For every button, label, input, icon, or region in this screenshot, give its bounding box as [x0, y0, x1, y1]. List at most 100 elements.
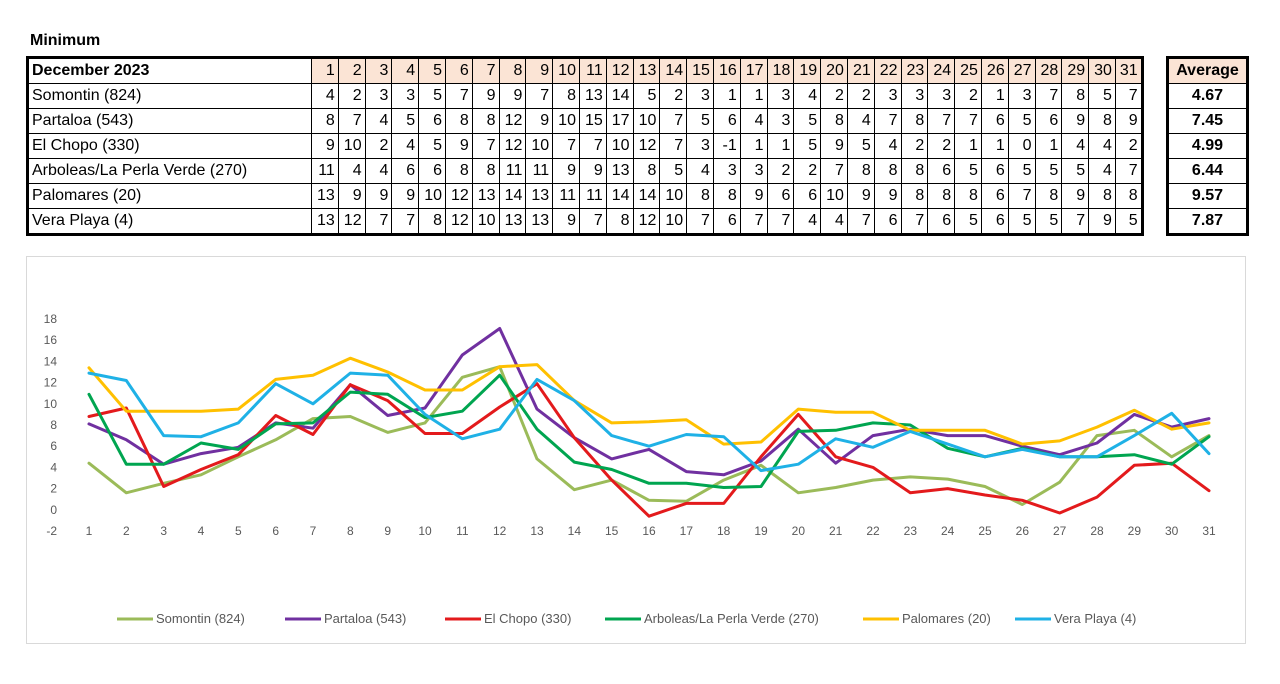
y-tick-label: 18 [44, 312, 58, 326]
value-cell: 3 [739, 158, 768, 184]
x-tick-label: 3 [160, 524, 167, 538]
day-header: 22 [873, 57, 902, 84]
x-tick-label: 18 [717, 524, 731, 538]
value-cell: 7 [766, 208, 795, 235]
x-tick-label: 6 [272, 524, 279, 538]
value-cell: 5 [954, 208, 982, 235]
value-cell: 10 [418, 183, 446, 209]
value-cell: 2 [927, 133, 956, 159]
value-cell: 9 [498, 83, 527, 109]
value-cell: 3 [364, 83, 393, 109]
x-tick-label: 19 [754, 524, 768, 538]
value-cell: 1 [980, 133, 1009, 159]
x-tick-label: 28 [1090, 524, 1104, 538]
legend-label: Palomares (20) [902, 611, 991, 626]
value-cell: 5 [954, 158, 982, 184]
value-cell: 4 [364, 158, 393, 184]
day-header: 19 [793, 57, 822, 84]
series-line-4 [87, 356, 1211, 446]
day-header: 7 [471, 57, 500, 84]
value-cell: 8 [820, 108, 848, 134]
x-tick-label: 21 [829, 524, 843, 538]
value-cell: 7 [927, 108, 956, 134]
x-tick-label: 2 [123, 524, 130, 538]
y-tick-label: 0 [50, 503, 57, 517]
value-cell: 4 [686, 158, 714, 184]
x-tick-label: 5 [235, 524, 242, 538]
legend-label: Arboleas/La Perla Verde (270) [644, 611, 819, 626]
value-cell: 7 [1034, 83, 1063, 109]
day-header: 14 [659, 57, 688, 84]
value-cell: 13 [311, 208, 339, 235]
value-cell: 9 [873, 183, 902, 209]
x-axis: 1 2 3 4 5 6 7 8 9 10 11 12 13 14 15 16 17 18 19 20 21 22 23 24 2… [86, 524, 1216, 538]
value-cell: 6 [980, 183, 1009, 209]
value-cell: 5 [793, 133, 822, 159]
value-cell: 10 [632, 108, 661, 134]
y-tick-label: 2 [50, 482, 57, 496]
legend-label: El Chopo (330) [484, 611, 571, 626]
value-cell: 7 [552, 133, 580, 159]
day-header: 26 [980, 57, 1009, 84]
value-cell: 5 [1007, 208, 1036, 235]
value-cell: 9 [1061, 183, 1090, 209]
value-cell: 8 [900, 108, 929, 134]
value-cell: 1 [980, 83, 1009, 109]
value-cell: 10 [605, 133, 634, 159]
y-axis: -2 0 2 4 6 8 10 12 14 16 18 [44, 312, 58, 538]
value-cell: 4 [364, 108, 393, 134]
value-cell: 5 [632, 83, 661, 109]
series-line-5 [87, 371, 1211, 473]
value-cell: 2 [1114, 133, 1143, 159]
table-row: El Chopo (330) 9 10 2 4 5 9 7 12 10 7 7 10 12 7 3 -1 1 1 5 9… [27, 133, 1143, 159]
value-cell: 8 [552, 83, 580, 109]
day-header: 21 [846, 57, 875, 84]
y-tick-label: 14 [44, 354, 58, 368]
x-tick-label: 8 [347, 524, 354, 538]
day-header: 15 [686, 57, 714, 84]
day-header: 31 [1114, 57, 1143, 84]
value-cell: 7 [873, 108, 902, 134]
value-cell: 17 [605, 108, 634, 134]
y-tick-label: 6 [50, 439, 57, 453]
day-header: 24 [927, 57, 956, 84]
value-cell: 7 [578, 208, 607, 235]
day-header: 3 [364, 57, 393, 84]
value-cell: 9 [739, 183, 768, 209]
value-cell: 11 [552, 183, 580, 209]
value-cell: 8 [471, 158, 500, 184]
value-cell: -1 [712, 133, 741, 159]
value-cell: 10 [525, 133, 554, 159]
value-cell: 14 [498, 183, 527, 209]
value-cell: 8 [444, 108, 473, 134]
value-cell: 4 [739, 108, 768, 134]
value-cell: 6 [793, 183, 822, 209]
value-cell: 9 [1088, 208, 1116, 235]
value-cell: 9 [364, 183, 393, 209]
legend-item: Partaloa (543) [285, 611, 406, 626]
value-cell: 6 [980, 158, 1009, 184]
station-name: El Chopo (330) [27, 133, 312, 159]
value-cell: 7 [364, 208, 393, 235]
legend: Somontin (824) Partaloa (543) El Chopo (33… [117, 611, 1136, 626]
value-cell: 7 [391, 208, 420, 235]
value-cell: 11 [311, 158, 339, 184]
station-name: Arboleas/La Perla Verde (270) [27, 158, 312, 184]
value-cell: 9 [1114, 108, 1143, 134]
value-cell: 3 [391, 83, 420, 109]
value-cell: 14 [632, 183, 661, 209]
value-cell: 10 [659, 183, 688, 209]
value-cell: 5 [793, 108, 822, 134]
value-cell: 11 [578, 183, 607, 209]
value-cell: 6 [980, 108, 1009, 134]
value-cell: 6 [980, 208, 1009, 235]
value-cell: 8 [900, 158, 929, 184]
legend-label: Partaloa (543) [324, 611, 406, 626]
value-cell: 6 [873, 208, 902, 235]
value-cell: 4 [820, 208, 848, 235]
average-row: 4.67 [1167, 83, 1248, 109]
value-cell: 3 [766, 108, 795, 134]
average-row: 7.87 [1167, 208, 1248, 235]
day-header: 9 [525, 57, 554, 84]
y-tick-label: 4 [50, 460, 57, 474]
